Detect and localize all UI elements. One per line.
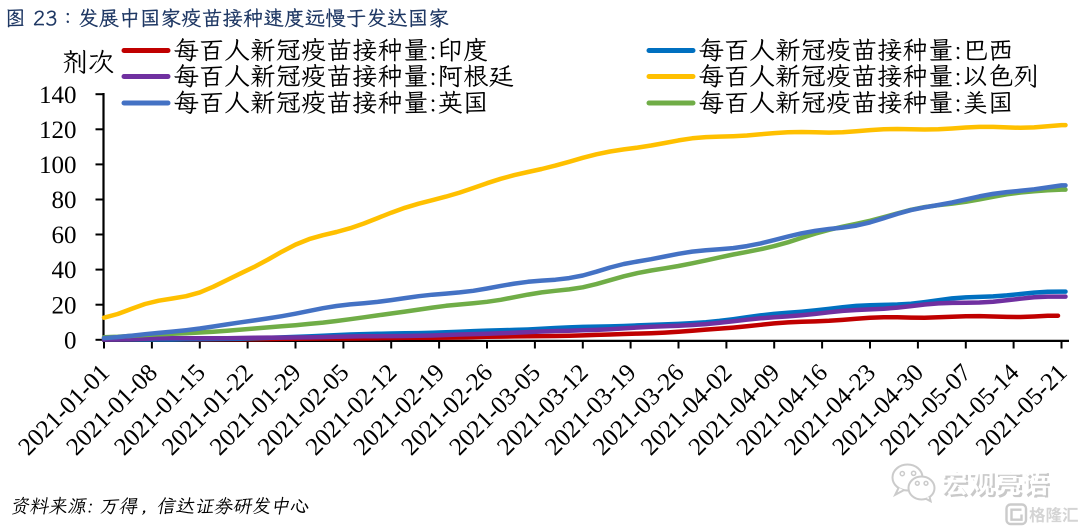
svg-text:140: 140 bbox=[39, 82, 77, 109]
svg-text:120: 120 bbox=[39, 117, 77, 144]
svg-text:0: 0 bbox=[64, 327, 77, 354]
svg-text:40: 40 bbox=[52, 257, 77, 284]
svg-text:60: 60 bbox=[52, 222, 77, 249]
svg-text:20: 20 bbox=[52, 292, 77, 319]
svg-text:80: 80 bbox=[52, 187, 77, 214]
svg-text:100: 100 bbox=[39, 152, 77, 179]
